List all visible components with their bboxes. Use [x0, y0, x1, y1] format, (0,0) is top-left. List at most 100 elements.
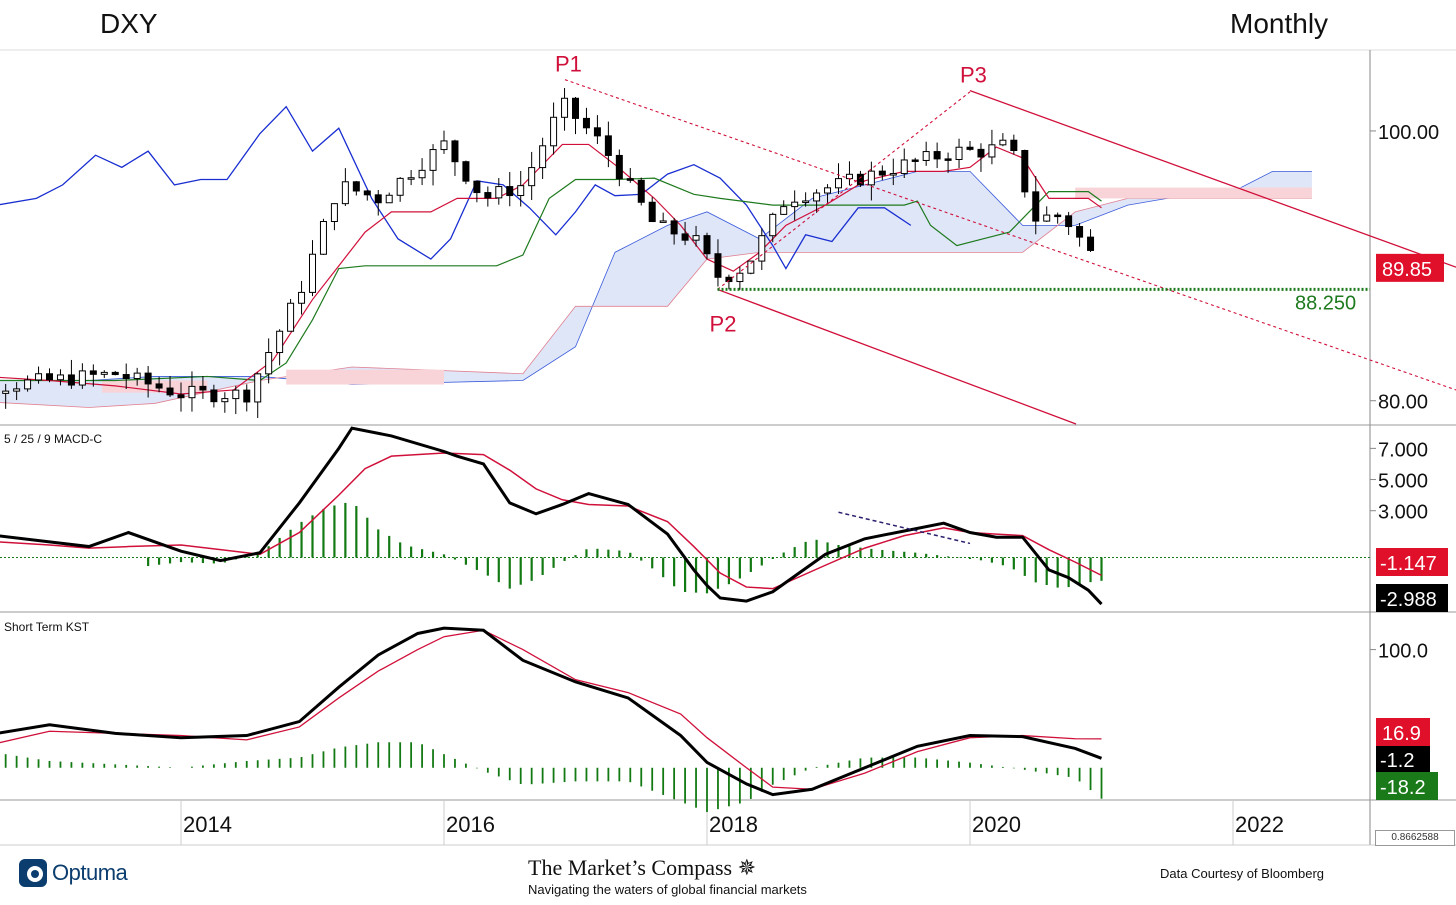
y-tick-label: 100.0 — [1378, 641, 1428, 663]
candle-down — [582, 117, 590, 129]
candle-down — [648, 201, 656, 223]
candle-up — [659, 220, 667, 223]
candle-down — [1054, 214, 1062, 218]
candle-up — [265, 352, 273, 375]
candle-down — [593, 127, 601, 137]
candle-up — [845, 173, 853, 180]
candle-down — [670, 220, 678, 235]
candle-down — [177, 394, 185, 399]
candle-up — [418, 169, 426, 179]
optuma-logo: Optuma — [18, 858, 128, 888]
kst-value: -1.2 — [1380, 750, 1414, 772]
candle-down — [46, 373, 53, 381]
candle-down — [637, 179, 645, 203]
macd-line — [0, 426, 1103, 606]
macd-value: -2.988 — [1380, 589, 1437, 611]
scale-readout: 0.8662588 — [1375, 830, 1455, 846]
kst-value-tag — [1376, 772, 1438, 800]
candle-down — [484, 192, 492, 199]
y-tick-label: 100.00 — [1378, 122, 1439, 144]
kst-histogram-value: -18.2 — [1380, 777, 1426, 799]
trendline-dashed — [564, 79, 1456, 391]
candle-down — [1076, 226, 1084, 238]
candle-down — [911, 159, 919, 162]
macd-signal-value: -1.147 — [1380, 553, 1437, 575]
dxy-chart[interactable]: 2014 2016 2018 2020 2022 88.250 P1 P2 P3 80.00 100… — [0, 0, 1456, 850]
kst-title: Short Term KST — [4, 620, 90, 634]
candle-down — [67, 374, 75, 386]
candle-up — [287, 302, 295, 332]
candle-up — [758, 235, 766, 262]
lagging-span — [0, 105, 912, 270]
candle-down — [166, 387, 174, 396]
candle-down — [210, 389, 218, 403]
candles — [2, 87, 1095, 418]
trendline-channel — [969, 89, 1456, 268]
brand-subtitle: Navigating the waters of global financia… — [528, 882, 807, 897]
kst-line — [0, 626, 1103, 797]
candle-up — [396, 177, 404, 196]
candle-down — [89, 370, 97, 375]
candle-down — [506, 186, 514, 197]
candle-up — [528, 167, 536, 187]
candle-up — [561, 97, 569, 118]
kst-value-tag — [1376, 718, 1430, 746]
symbol-label: DXY — [100, 8, 158, 39]
last-price-tag — [1376, 253, 1444, 282]
candle-up — [429, 149, 437, 171]
macd-value-tag — [1376, 548, 1448, 576]
candle-down — [1032, 191, 1040, 222]
candle-up — [813, 192, 821, 202]
candle-up — [824, 187, 832, 194]
compass-icon: ✵ — [737, 855, 757, 880]
candle-up — [298, 291, 306, 304]
candle-up — [955, 146, 963, 161]
candle-up — [769, 213, 777, 237]
ichimoku-cloud-bear — [286, 369, 444, 385]
candle-up — [867, 170, 875, 186]
kst-value-tag — [1376, 746, 1430, 772]
candle-up — [550, 116, 558, 147]
candle-down — [462, 161, 470, 182]
y-tick-label: 3.000 — [1378, 502, 1428, 524]
divergence-line — [838, 511, 971, 545]
candle-down — [703, 235, 711, 255]
pivot-label: P3 — [960, 63, 987, 88]
pivot-label: P2 — [710, 311, 737, 336]
brand-title: The Market’s Compass — [528, 855, 733, 880]
candle-up — [2, 390, 10, 394]
candle-down — [144, 372, 152, 385]
candle-down — [933, 151, 941, 160]
kst-signal-value: 16.9 — [1382, 723, 1421, 745]
candle-up — [736, 272, 744, 283]
candle-down — [944, 158, 952, 161]
macd-signal-line — [0, 452, 1102, 590]
candle-down — [1021, 150, 1029, 193]
candle-up — [254, 373, 262, 403]
candle-up — [922, 151, 930, 161]
candle-down — [451, 140, 459, 163]
candle-down — [856, 173, 864, 186]
optuma-logo-text: Optuma — [52, 860, 128, 885]
x-tick-label: 2018 — [709, 812, 758, 837]
candle-down — [681, 233, 689, 241]
candle-up — [539, 145, 547, 169]
candle-up — [133, 372, 141, 380]
candle-up — [889, 173, 897, 176]
candle-up — [440, 140, 448, 151]
candle-down — [615, 154, 623, 180]
candle-down — [155, 383, 163, 389]
candle-down — [363, 190, 371, 196]
candle-down — [572, 97, 579, 119]
x-tick-label: 2014 — [183, 812, 232, 837]
conversion-line — [0, 143, 1102, 395]
candle-up — [747, 260, 755, 274]
macd-title: 5 / 25 / 9 MACD-C — [4, 432, 102, 446]
candle-down — [352, 181, 360, 192]
x-tick-label: 2022 — [1235, 812, 1284, 837]
candle-up — [791, 201, 799, 208]
y-tick-label: 5.000 — [1378, 471, 1428, 493]
candle-up — [100, 371, 108, 375]
candle-up — [780, 206, 788, 215]
candle-down — [977, 148, 985, 158]
